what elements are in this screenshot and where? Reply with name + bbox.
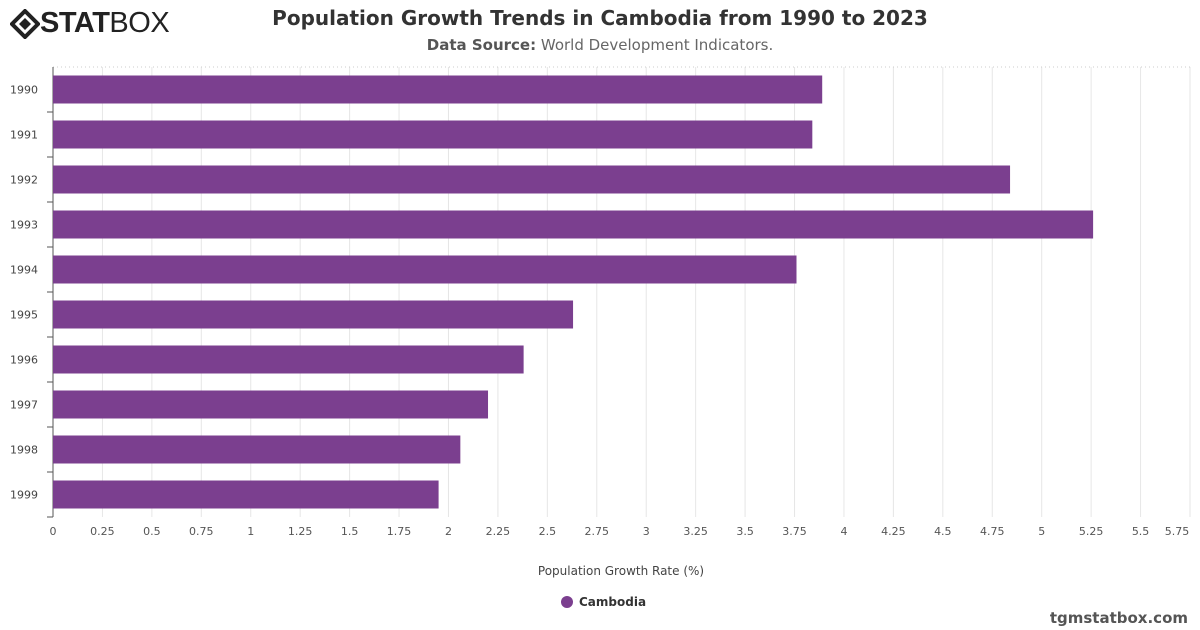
credit-text: tgmstatbox.com (1049, 609, 1188, 627)
diamond-logo-icon (10, 8, 40, 39)
y-tick-label: 1990 (10, 84, 38, 97)
x-tick-label: 3.25 (683, 525, 708, 538)
x-tick-label: 4.75 (980, 525, 1005, 538)
bar-1992 (53, 165, 1011, 194)
x-tick-label: 3 (643, 525, 650, 538)
bar-1996 (53, 345, 524, 374)
x-tick-label: 4 (840, 525, 847, 538)
statbox-logo: STATBOX (10, 7, 170, 40)
x-tick-label: 0 (50, 525, 57, 538)
bar-1990 (53, 75, 823, 104)
x-tick-label: 4.25 (881, 525, 906, 538)
x-tick-label: 1.5 (341, 525, 359, 538)
y-tick-label: 1999 (10, 489, 38, 502)
bar-1991 (53, 120, 813, 149)
x-tick-label: 3.75 (782, 525, 807, 538)
chart-subtitle: Data Source: World Development Indicator… (426, 36, 774, 54)
y-tick-label: 1994 (10, 264, 38, 277)
chart-title: Population Growth Trends in Cambodia fro… (272, 6, 928, 30)
y-tick-label: 1991 (10, 129, 38, 142)
y-tick-label: 1993 (10, 219, 38, 232)
x-tick-label: 0.5 (143, 525, 161, 538)
bar-1994 (53, 255, 797, 284)
y-tick-label: 1997 (10, 399, 38, 412)
x-axis-title: Population Growth Rate (%) (538, 564, 704, 578)
x-tick-label: 1.75 (387, 525, 412, 538)
x-tick-label: 5.5 (1132, 525, 1150, 538)
x-tick-label: 4.5 (934, 525, 952, 538)
x-tick-label: 0.75 (189, 525, 214, 538)
x-tick-label: 5.25 (1079, 525, 1104, 538)
y-tick-label: 1995 (10, 309, 38, 322)
x-tick-label: 1 (247, 525, 254, 538)
bar-1995 (53, 300, 574, 329)
x-tick-label: 2 (445, 525, 452, 538)
x-tick-label: 2.25 (486, 525, 511, 538)
x-tick-label: 3.5 (736, 525, 754, 538)
y-tick-label: 1996 (10, 354, 38, 367)
x-tick-label: 2.75 (585, 525, 610, 538)
legend-label: Cambodia (579, 595, 647, 609)
x-tick-label: 0.25 (90, 525, 115, 538)
x-tick-label: 5 (1038, 525, 1045, 538)
y-tick-label: 1992 (10, 174, 38, 187)
logo-text: STATBOX (40, 7, 170, 39)
bar-1997 (53, 390, 489, 419)
x-tick-label: 1.25 (288, 525, 313, 538)
x-tick-label: 5.75 (1165, 525, 1190, 538)
bar-1993 (53, 210, 1094, 239)
legend-marker (561, 596, 573, 608)
x-tick-label: 2.5 (539, 525, 557, 538)
y-tick-label: 1998 (10, 444, 38, 457)
legend-item-cambodia[interactable]: Cambodia (561, 595, 646, 609)
bar-1999 (53, 480, 439, 509)
bar-1998 (53, 435, 461, 464)
